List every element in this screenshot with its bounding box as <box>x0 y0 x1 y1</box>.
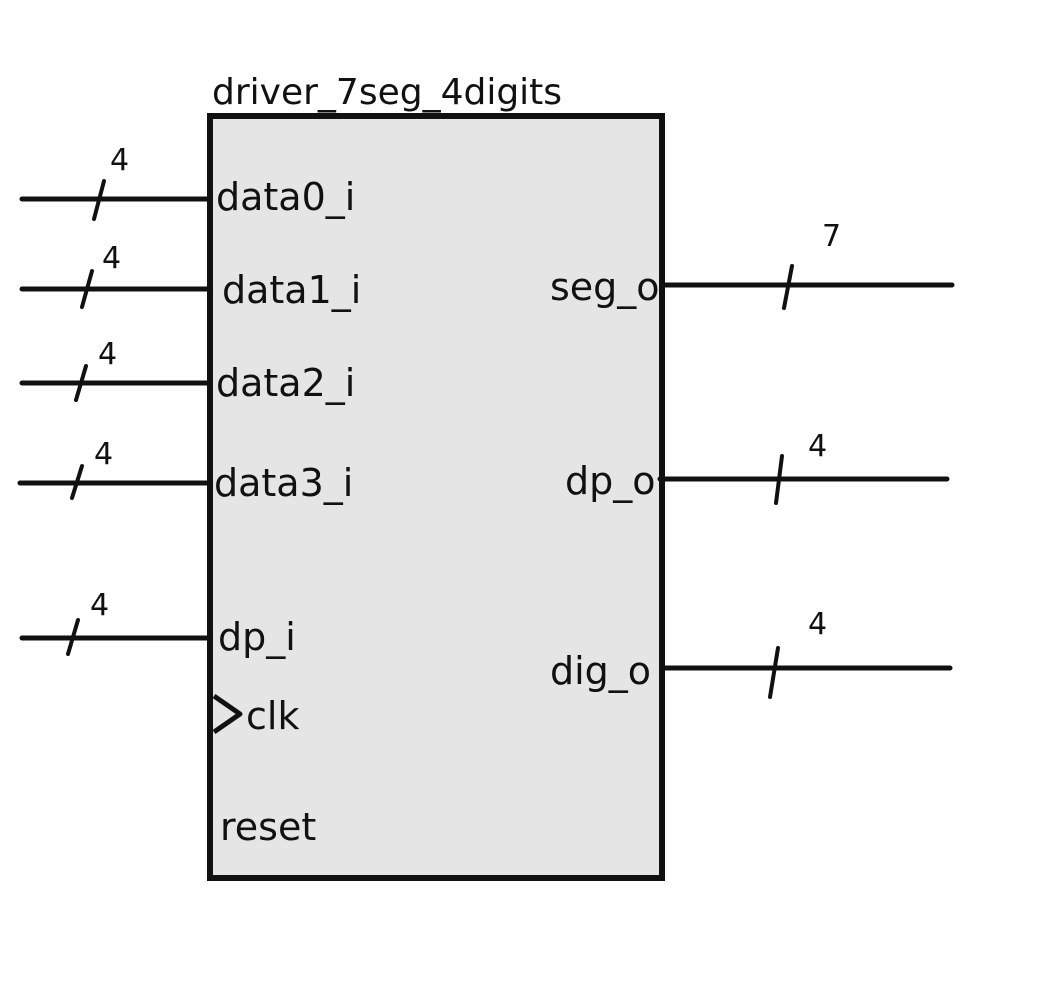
driver-block <box>207 113 665 881</box>
clock-label: clk <box>246 694 299 738</box>
input-port-data3: 4 data3_i <box>17 437 353 505</box>
port-label: data0_i <box>216 175 355 219</box>
output-port-seg: seg_o 7 <box>550 219 955 310</box>
reset-port: reset <box>220 805 316 849</box>
port-label: data3_i <box>214 461 353 505</box>
bus-slash <box>92 179 106 221</box>
bus-width-label: 4 <box>808 429 827 464</box>
bus-width-label: 4 <box>94 437 113 472</box>
port-label: data2_i <box>216 361 355 405</box>
bus-width-label: 7 <box>822 219 841 254</box>
bus-slash <box>782 264 794 310</box>
block-title: driver_7seg_4digits <box>212 72 562 113</box>
reset-label: reset <box>220 805 316 849</box>
port-label: seg_o <box>550 265 660 309</box>
input-port-data2: 4 data2_i <box>19 337 355 405</box>
bus-slash <box>774 454 784 505</box>
input-port-data1: 4 data1_i <box>19 241 361 312</box>
port-label: data1_i <box>222 268 361 312</box>
bus-width-label: 4 <box>808 607 827 642</box>
port-label: dp_o <box>565 459 656 503</box>
bus-slash <box>70 464 84 500</box>
bus-width-label: 4 <box>102 241 121 276</box>
bus-width-label: 4 <box>90 588 109 623</box>
bus-slash <box>768 646 780 699</box>
bus-slash <box>66 618 80 656</box>
bus-slash <box>80 269 94 309</box>
port-label: dp_i <box>218 615 296 659</box>
output-port-dig: dig_o 4 <box>550 607 953 699</box>
output-port-dp: dp_o 4 <box>565 429 950 505</box>
input-port-dp: 4 dp_i <box>19 588 296 659</box>
clock-port: clk <box>212 693 299 738</box>
clock-triangle-icon <box>212 693 243 735</box>
bus-width-label: 4 <box>98 337 117 372</box>
input-port-data0: 4 data0_i <box>19 143 355 221</box>
port-label: dig_o <box>550 649 651 693</box>
bus-width-label: 4 <box>110 143 129 178</box>
bus-slash <box>74 364 88 402</box>
